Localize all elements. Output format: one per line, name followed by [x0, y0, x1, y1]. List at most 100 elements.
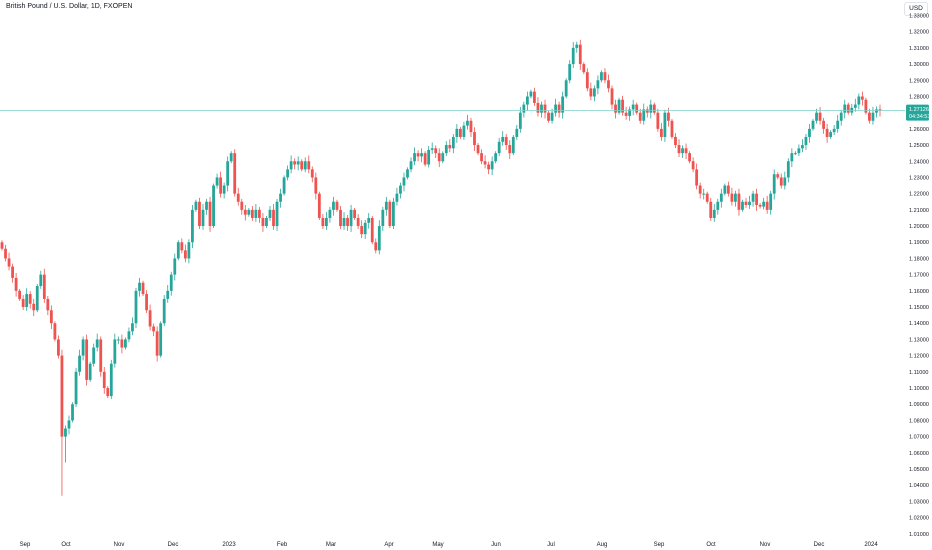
candle	[279, 188, 282, 208]
candle	[656, 108, 660, 132]
price-tick-label: 1.14000	[909, 321, 929, 327]
candle	[310, 166, 314, 183]
candle-body	[342, 217, 346, 227]
candle-body	[441, 153, 445, 162]
candle	[473, 127, 476, 151]
candle-body	[176, 242, 180, 259]
candle	[525, 91, 529, 111]
candle-body	[430, 148, 434, 150]
candle-body	[384, 201, 388, 210]
candle-body	[14, 277, 18, 291]
candle	[169, 271, 173, 296]
candle	[575, 41, 579, 53]
candle-body	[166, 290, 170, 299]
candle	[466, 114, 469, 130]
candle-body	[518, 112, 522, 129]
price-tick-label: 1.33000	[909, 13, 929, 19]
candle-body	[279, 193, 282, 202]
candle-body	[39, 274, 43, 286]
candle	[300, 159, 304, 172]
candle-body	[395, 193, 399, 202]
candle	[585, 68, 589, 92]
candle-body	[173, 258, 177, 275]
candle-body	[0, 242, 4, 249]
candle	[109, 359, 113, 400]
candle	[145, 290, 148, 314]
candle	[829, 130, 833, 139]
price-tick-label: 1.01000	[909, 532, 929, 538]
candle	[518, 106, 522, 133]
candle-body	[571, 47, 575, 65]
price-tick-label: 1.10000	[909, 386, 929, 392]
candle-body	[11, 266, 14, 278]
candle-body	[504, 136, 508, 146]
price-tick-label: 1.16000	[909, 289, 929, 295]
candle-body	[53, 323, 57, 340]
candle	[11, 263, 14, 283]
price-tick-label: 1.15000	[909, 305, 929, 311]
candle	[152, 323, 156, 337]
candle-body	[321, 217, 325, 227]
candle	[670, 118, 674, 139]
candle	[420, 148, 424, 163]
candle	[268, 205, 272, 221]
candle-body	[677, 145, 681, 154]
candle	[850, 103, 854, 116]
candle-body	[381, 209, 385, 227]
candle	[176, 240, 180, 261]
candle-body	[511, 136, 515, 154]
candle	[325, 212, 328, 230]
candle	[712, 204, 716, 222]
time-axis: Sep Oct Nov Dec 2023 Feb Mar Apr May Jun Jul Aug Sep…	[20, 542, 879, 548]
candle	[384, 196, 388, 216]
candle-body	[236, 193, 240, 202]
candle-body	[487, 164, 491, 170]
candle	[215, 173, 219, 189]
candle	[321, 214, 325, 229]
candle	[363, 219, 367, 240]
candle-body	[95, 339, 99, 348]
candle	[314, 172, 318, 200]
candle	[737, 188, 741, 216]
price-tick-label: 1.24000	[909, 159, 929, 165]
candle	[624, 106, 628, 120]
candle	[638, 108, 642, 124]
candle	[346, 215, 349, 231]
candle-body	[610, 88, 614, 105]
candle	[744, 197, 748, 208]
candle	[67, 415, 71, 435]
candle	[35, 284, 39, 313]
candle	[860, 91, 864, 106]
price-tick-label: 1.23000	[909, 175, 929, 181]
candle-body	[416, 153, 420, 157]
candle-body	[131, 323, 134, 332]
candle-body	[78, 355, 81, 372]
candle	[183, 244, 187, 263]
time-tick-label: Feb	[277, 542, 288, 548]
time-tick-label: May	[432, 542, 443, 548]
candle-body	[868, 112, 871, 121]
price-tick-label: 1.21000	[909, 208, 929, 214]
candle-body	[293, 161, 297, 165]
price-tick-label: 1.32000	[909, 30, 929, 36]
candle	[335, 199, 339, 212]
candle-body	[719, 193, 723, 202]
candle-body	[162, 298, 166, 324]
candle-body	[603, 72, 607, 81]
candle-body	[71, 404, 74, 421]
candle	[589, 82, 593, 101]
candle	[388, 199, 392, 228]
candle	[476, 143, 480, 156]
candle-body	[208, 201, 212, 227]
candle-body	[222, 185, 226, 194]
candle	[610, 85, 614, 110]
candle-body	[726, 185, 730, 194]
currency-button[interactable]: USD	[904, 2, 928, 16]
candle-body	[564, 80, 568, 97]
candle	[219, 171, 223, 198]
candle-body	[818, 112, 822, 121]
candle	[568, 60, 572, 84]
candle	[839, 109, 843, 126]
price-tick-label: 1.08000	[909, 418, 929, 424]
